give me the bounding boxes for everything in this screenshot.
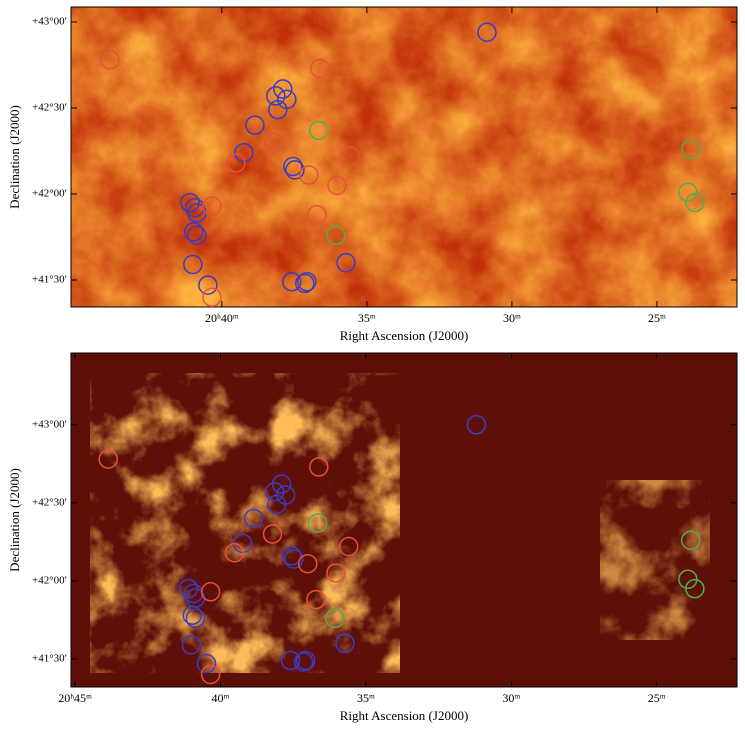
y-tick-label: +42°30′	[32, 496, 67, 508]
source-marker	[477, 22, 497, 43]
source-marker	[196, 653, 217, 674]
x-axis-label: Right Ascension (J2000)	[340, 328, 469, 343]
source-marker	[336, 253, 356, 273]
source-marker	[245, 115, 265, 135]
source-marker	[307, 204, 327, 225]
source-marker	[326, 563, 346, 583]
source-marker	[262, 524, 283, 544]
source-marker	[200, 664, 221, 685]
source-marker	[181, 635, 202, 655]
source-marker	[243, 508, 264, 529]
frame	[70, 352, 738, 688]
y-tick-label: +43°00′	[32, 15, 67, 27]
source-marker	[685, 578, 705, 599]
x-tick-label: 20ʰ40ᵐ	[205, 311, 239, 325]
source-marker	[295, 650, 316, 671]
source-marker	[678, 182, 698, 203]
x-tick-label: 40ᵐ	[212, 691, 230, 705]
source-marker	[280, 650, 301, 671]
source-marker	[338, 536, 359, 557]
x-tick-label: 20ʰ45ᵐ	[58, 691, 92, 705]
source-marker	[264, 132, 284, 153]
x-tick-label: 35ᵐ	[357, 691, 375, 705]
source-marker	[306, 589, 326, 610]
image-texture	[90, 373, 400, 673]
source-marker	[264, 482, 285, 502]
source-marker	[335, 633, 355, 654]
source-marker	[273, 79, 293, 99]
source-marker	[183, 254, 203, 275]
x-tick-label: 35ᵐ	[358, 311, 376, 325]
source-marker	[310, 58, 330, 79]
source-marker	[281, 271, 302, 292]
source-marker	[299, 165, 319, 185]
image-texture	[71, 7, 737, 307]
source-marker	[326, 225, 346, 246]
source-marker	[202, 196, 222, 216]
source-marker	[268, 99, 288, 120]
x-tick-label: 25ᵐ	[648, 311, 666, 325]
source-marker	[340, 146, 360, 166]
source-marker	[202, 287, 222, 307]
source-marker	[685, 192, 705, 213]
source-marker	[226, 153, 246, 173]
source-marker	[271, 474, 292, 494]
source-marker	[325, 608, 345, 629]
source-marker	[307, 513, 328, 533]
source-marker	[295, 273, 315, 294]
source-marker	[281, 546, 302, 566]
y-axis-label: Declination (J2000)	[7, 105, 22, 209]
y-tick-label: +42°00′	[32, 188, 67, 200]
y-tick-label: +42°30′	[32, 102, 67, 114]
y-tick-label: +42°00′	[32, 574, 67, 586]
source-marker	[297, 553, 318, 574]
source-marker	[234, 142, 254, 163]
source-marker	[183, 222, 204, 242]
frame	[70, 6, 738, 308]
source-marker	[182, 605, 203, 625]
y-tick-label: +41°30′	[32, 652, 67, 664]
source-marker	[198, 275, 218, 295]
source-marker	[187, 225, 207, 246]
source-marker	[681, 530, 701, 551]
source-marker	[466, 415, 487, 435]
source-marker	[224, 543, 245, 563]
source-marker	[327, 175, 347, 196]
source-marker	[293, 652, 314, 672]
source-marker	[266, 494, 287, 515]
source-marker	[308, 120, 329, 141]
source-marker	[297, 271, 317, 292]
x-tick-label: 30ᵐ	[503, 311, 521, 325]
source-marker	[284, 549, 304, 569]
source-marker	[266, 86, 286, 106]
y-tick-label: +43°00′	[32, 418, 67, 430]
source-marker	[200, 582, 221, 602]
source-marker	[180, 192, 200, 213]
source-marker	[98, 449, 118, 469]
image-texture	[600, 480, 710, 640]
source-marker	[100, 50, 120, 70]
y-tick-label: +41°30′	[32, 274, 67, 286]
x-tick-label: 25ᵐ	[648, 691, 666, 705]
source-marker	[185, 608, 206, 629]
source-marker	[283, 156, 303, 177]
y-axis-label: Declination (J2000)	[7, 468, 22, 572]
x-tick-label: 30ᵐ	[502, 691, 520, 705]
source-marker	[309, 457, 329, 477]
source-marker	[681, 139, 701, 160]
source-marker	[285, 160, 305, 180]
x-axis-label: Right Ascension (J2000)	[340, 708, 469, 723]
